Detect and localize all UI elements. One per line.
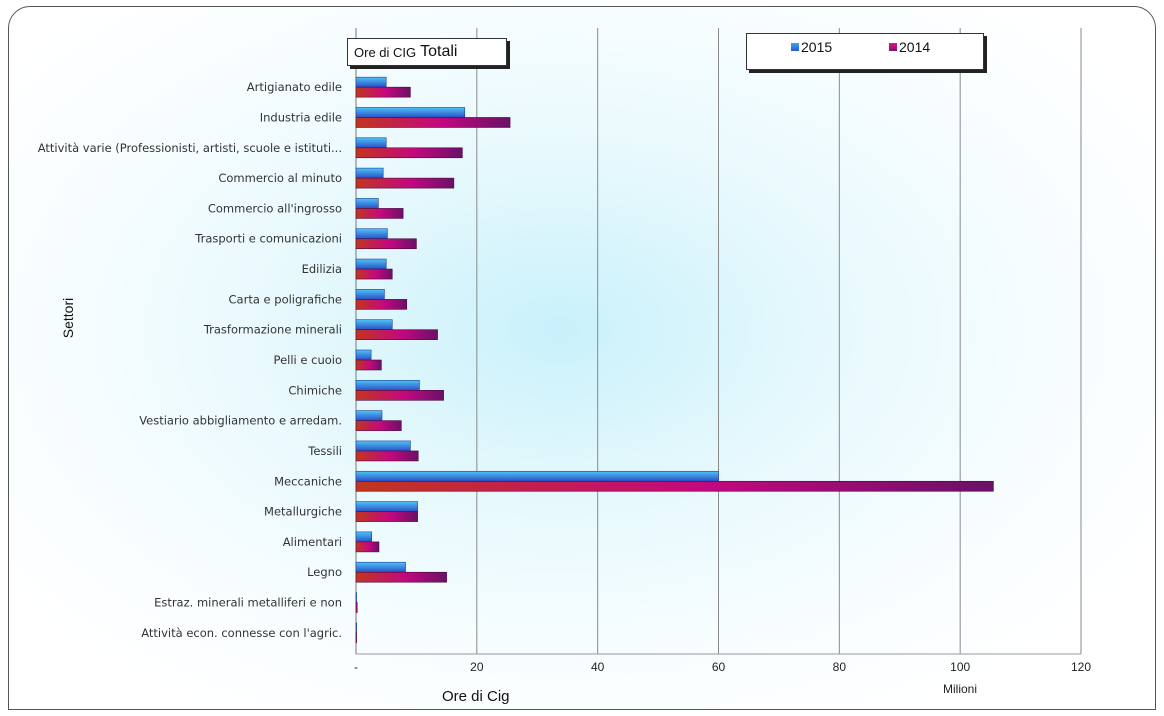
category-label: Commercio all'ingrosso — [208, 201, 342, 215]
bar-2015 — [355, 380, 420, 391]
bar-2015 — [355, 410, 383, 421]
category-label: Chimiche — [288, 383, 342, 397]
bar-2015 — [355, 561, 406, 573]
bar-2014 — [355, 632, 357, 644]
legend-item-2014: 2014 — [889, 39, 930, 55]
x-tick-label: 100 — [950, 660, 970, 674]
bar-2015 — [355, 622, 357, 634]
bar-2014 — [355, 329, 438, 340]
bar-2015 — [355, 349, 372, 361]
bar-2014 — [355, 541, 380, 553]
bars — [355, 76, 994, 644]
bar-2014 — [355, 511, 418, 522]
x-tick-label: 60 — [712, 660, 726, 674]
bar-2014 — [355, 299, 408, 310]
category-label: Industria edile — [260, 110, 342, 124]
bar-2014 — [355, 238, 417, 250]
category-label: Tessili — [307, 444, 342, 458]
bar-2014 — [355, 480, 994, 492]
category-label: Trasformazione minerali — [203, 323, 342, 337]
x-tick-label: 20 — [470, 660, 484, 674]
category-label: Vestiario abbigliamento e arredam. — [139, 414, 342, 428]
bar-2015 — [355, 470, 719, 482]
category-label: Alimentari — [283, 535, 342, 549]
legend: 2015 2014 — [746, 33, 984, 70]
bar-2015 — [355, 258, 387, 270]
chart-frame — [8, 6, 1156, 710]
category-label: Commercio al minuto — [218, 171, 342, 185]
x-tick-label: 80 — [833, 660, 847, 674]
bar-2015 — [355, 531, 373, 543]
title-part1: Ore di CIG — [354, 44, 417, 60]
bar-2015 — [355, 440, 411, 452]
x-tick-labels: - 20 40 60 80 100 120 — [354, 660, 1091, 674]
bar-2015 — [355, 592, 357, 603]
bar-2014 — [355, 390, 444, 401]
bar-2014 — [355, 268, 393, 280]
title-part2: Totali — [420, 43, 458, 60]
legend-label-2014: 2014 — [899, 39, 931, 55]
bar-2015 — [355, 198, 379, 209]
bar-2015 — [355, 167, 384, 179]
bar-2014 — [355, 117, 511, 128]
legend-item-2015: 2015 — [791, 39, 832, 55]
category-label: Trasporti e comunicazioni — [194, 232, 342, 246]
bar-2015 — [355, 319, 393, 330]
y-axis-title: Settori — [60, 297, 76, 339]
bar-2014 — [355, 359, 382, 371]
bar-2014 — [355, 420, 402, 431]
x-axis-title: Ore di Cig — [442, 688, 510, 705]
bar-2015 — [355, 107, 466, 118]
bar-2015 — [355, 137, 387, 149]
bar-2014 — [355, 450, 419, 462]
category-label: Attività econ. connesse con l'agric. — [141, 626, 342, 640]
bar-2015 — [355, 289, 385, 300]
category-label: Artigianato edile — [247, 80, 342, 94]
category-label: Metallurgiche — [264, 505, 342, 519]
bar-2015 — [355, 228, 388, 240]
category-label: Pelli e cuoio — [274, 353, 342, 367]
chart-title: Ore di CIG Totali — [347, 38, 507, 66]
bar-2014 — [355, 571, 447, 583]
category-label: Edilizia — [302, 262, 342, 276]
legend-label-2015: 2015 — [801, 39, 833, 55]
x-axis-unit: Milioni — [943, 682, 978, 696]
category-label: Meccaniche — [274, 474, 342, 488]
x-tick-label: 120 — [1071, 660, 1091, 674]
x-tick-label: - — [354, 660, 358, 674]
category-label: Attività varie (Professionisti, artisti,… — [38, 141, 342, 155]
legend-swatch-2015 — [791, 43, 799, 51]
bar-2014 — [355, 86, 411, 98]
legend-swatch-2014 — [889, 43, 897, 51]
category-label: Carta e poligrafiche — [229, 292, 342, 306]
category-label: Legno — [307, 565, 342, 579]
bar-2014 — [355, 602, 358, 613]
bar-2014 — [355, 177, 455, 189]
category-label: Estraz. minerali metalliferi e non — [154, 596, 342, 610]
category-labels: Artigianato edile Industria edile Attività… — [38, 80, 342, 640]
bar-2015 — [355, 501, 418, 512]
bar-2015 — [355, 76, 387, 88]
x-tick-label: 40 — [591, 660, 605, 674]
bar-2014 — [355, 147, 463, 159]
bar-2014 — [355, 208, 404, 219]
